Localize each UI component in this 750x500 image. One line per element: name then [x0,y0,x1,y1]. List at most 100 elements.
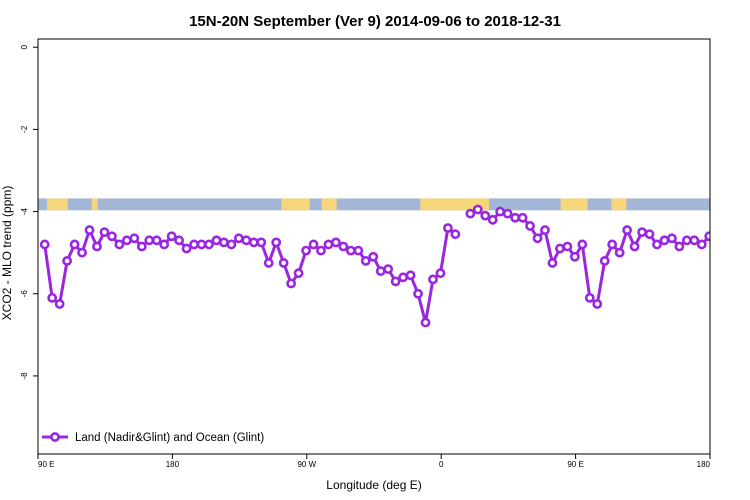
land-patch [420,198,489,211]
data-point [607,239,618,250]
data-point [256,237,267,248]
data-point [390,276,401,287]
data-point [652,239,662,250]
data-point [211,235,222,246]
land-ocean-band [38,198,710,211]
data-point [405,270,416,281]
data-point [667,233,677,244]
data-point [420,317,431,328]
chart-title: 15N-20N September (Ver 9) 2014-09-06 to … [189,13,561,30]
x-tick-label: 0 [439,460,444,469]
data-point [644,229,655,240]
data-point [99,227,110,238]
data-point [166,231,177,242]
data-point [136,241,147,252]
y-tick-label: -4 [20,207,29,215]
data-point [316,245,326,256]
data-point [510,212,521,223]
data-point [674,241,685,252]
x-tick-label: 90 E [567,460,583,469]
data-point [107,231,117,242]
data-point [487,214,498,225]
data-point [495,206,506,217]
data-point [241,235,252,246]
data-point [659,235,670,246]
data-point [383,264,394,274]
data-point [248,237,259,248]
data-point [159,239,170,250]
land-patch [46,198,68,211]
data-point [69,239,80,250]
y-tick-label: -8 [20,372,29,380]
data-point [54,299,65,309]
data-point [577,239,588,250]
data-point [129,233,140,244]
data-point [308,239,319,250]
land-patch [560,198,588,211]
x-tick-label: 90 E [38,460,54,469]
series-line [469,208,710,306]
data-point [622,225,633,235]
data-point [196,239,207,250]
y-tick-label: -6 [20,290,29,298]
data-point [114,239,125,250]
data-point [629,241,640,252]
land-patch [91,198,98,211]
data-point [345,245,356,256]
data-point [226,239,237,250]
data-point [637,227,647,238]
data-point [47,292,58,303]
x-axis-label: Longitude (deg E) [326,478,421,492]
y-axis-label: XCO2 - MLO trend (ppm) [0,186,14,321]
data-point [480,210,491,221]
data-point [375,266,386,277]
y-tick-label: 0 [20,44,29,49]
data-point [532,233,543,244]
x-tick-label: 180 [166,460,180,469]
data-point [323,239,334,250]
legend-marker [50,432,60,442]
data-point [233,233,244,244]
data-point [614,247,625,258]
land-patch [611,198,627,211]
data-point [689,235,700,246]
land-patch [281,198,310,211]
land-patch [321,198,337,211]
data-point [540,225,550,235]
data-point [353,245,364,256]
data-point [278,258,289,268]
data-point [435,268,446,279]
data-point [77,247,87,258]
data-point [704,231,710,242]
data-point [174,235,185,246]
data-point [517,212,528,223]
data-point [681,235,692,246]
data-point [696,239,707,250]
data-point [293,268,304,279]
y-tick-label: -2 [20,125,29,133]
data-point [525,221,535,231]
data-point [472,204,483,215]
data-point [465,208,476,219]
x-axis: 90 E 180 90 W 0 90 E 180 [37,454,711,469]
data-point [271,237,282,248]
data-point [502,208,513,219]
data-point [121,235,132,246]
data-point [599,255,610,266]
data-point [555,243,565,254]
plot-frame [37,38,711,455]
data-point [286,278,297,289]
legend: Land (Nadir&Glint) and Ocean (Glint) [42,432,264,444]
ocean-band [38,198,710,211]
data-point [584,292,595,303]
data-point [39,239,50,250]
data-point [338,241,349,252]
data-point [450,229,461,240]
data-point [263,258,274,268]
series-layer [39,204,710,328]
data-point [592,299,603,309]
y-axis: 0 -2 -4 -6 -8 [20,44,38,379]
data-point [398,272,409,283]
data-point [360,255,371,266]
data-point [84,225,95,235]
